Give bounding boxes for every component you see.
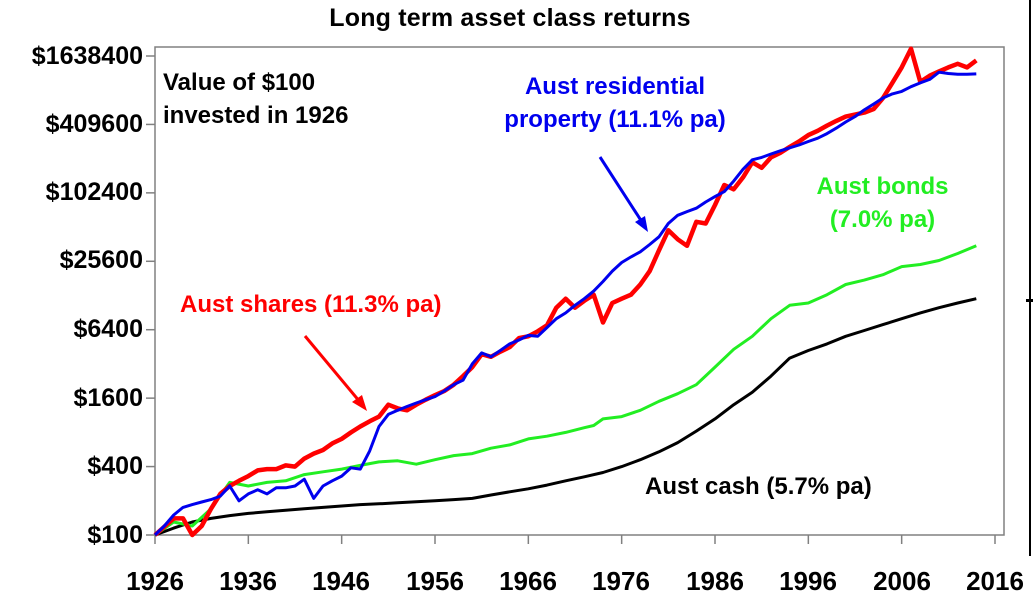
chart-title: Long term asset class returns	[329, 4, 691, 32]
axes	[154, 46, 1005, 536]
shares-arrow-icon	[303, 335, 367, 411]
annotation-line: invested in 1926	[163, 102, 349, 129]
y-tick-label: $6400	[73, 315, 143, 343]
y-tick-label: $400	[87, 452, 143, 480]
x-tick-label: 2016	[966, 566, 1024, 596]
x-tick-label: 2006	[873, 566, 931, 596]
annotation-value-note: Value of $100 invested in 1926	[163, 66, 348, 132]
x-tick-label: 1976	[592, 566, 650, 596]
y-tick-label: $1600	[73, 384, 143, 412]
y-tick-label: $1638400	[31, 42, 143, 70]
y-tick-label: $102400	[45, 178, 143, 206]
y-tick-label: $409600	[45, 110, 143, 138]
annotation-line: Value of $100	[163, 69, 316, 96]
property-label-line: property (11.1% pa)	[504, 106, 726, 133]
x-tick-label: 1956	[406, 566, 464, 596]
plot-border	[154, 46, 1005, 536]
slide-edge-mark	[1026, 299, 1033, 302]
property-line	[153, 70, 977, 537]
y-tick-label: $25600	[59, 246, 143, 274]
shares-label: Aust shares (11.3% pa)	[180, 291, 442, 318]
cash-line	[154, 297, 977, 537]
property-arrow-icon	[598, 156, 648, 232]
bonds-line	[154, 244, 977, 537]
property-label: Aust residential property (11.1% pa)	[470, 70, 760, 136]
x-tick-label: 1926	[126, 566, 184, 596]
x-tick-label: 1986	[686, 566, 744, 596]
x-tick-label: 1936	[219, 566, 277, 596]
axis-ticks	[146, 55, 996, 544]
property-label-line: Aust residential	[524, 73, 706, 100]
cash-label: Aust cash (5.7% pa)	[645, 473, 872, 500]
x-tick-label: 1996	[779, 566, 837, 596]
bonds-label-line: (7.0% pa)	[829, 206, 936, 233]
series-lines	[153, 46, 978, 538]
bonds-label-line: Aust bonds	[816, 173, 949, 200]
shares-line	[153, 46, 978, 538]
x-tick-label: 1966	[499, 566, 557, 596]
y-tick-label: $100	[87, 521, 143, 549]
slide-edge-divider	[1029, 0, 1031, 556]
x-tick-label: 1946	[312, 566, 370, 596]
bonds-label: Aust bonds (7.0% pa)	[790, 170, 975, 236]
